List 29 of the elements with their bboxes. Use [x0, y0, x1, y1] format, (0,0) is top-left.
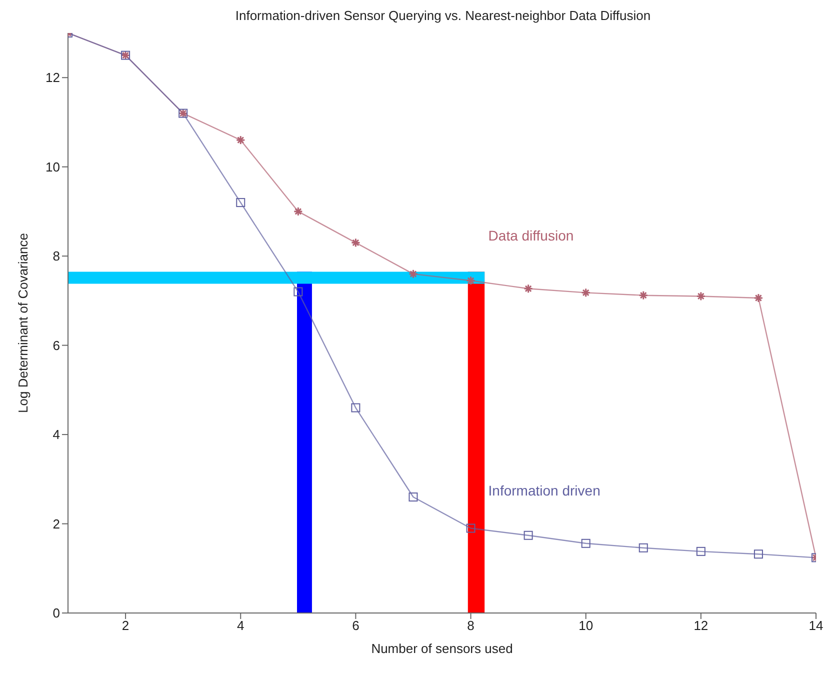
point — [696, 546, 706, 556]
x-tick-label: 10 — [578, 618, 594, 634]
x-tick-label: 2 — [122, 618, 130, 634]
y-axis-title: Log Determinant of Covariance — [16, 233, 31, 413]
x-tick-label: 12 — [694, 618, 708, 634]
point — [638, 543, 648, 552]
x-axis-title: Number of sensors used — [371, 641, 513, 656]
x-tick-label: 8 — [467, 618, 474, 634]
point — [754, 550, 763, 559]
point — [524, 530, 533, 540]
point — [408, 492, 418, 502]
y-tick-label: 8 — [52, 248, 60, 264]
y-tick-label: 10 — [46, 159, 60, 174]
y-tick-label: 6 — [52, 338, 60, 353]
y-tick-label: 12 — [46, 70, 60, 86]
point — [351, 403, 360, 412]
y-tick-label: 2 — [52, 516, 60, 532]
x-tick-label: 14 — [808, 618, 824, 634]
point — [236, 198, 246, 208]
y-tick-label: 0 — [52, 606, 60, 621]
text: Data diffusion — [488, 228, 574, 244]
point — [466, 524, 476, 533]
y-tick-label: 4 — [52, 427, 60, 442]
text: Information driven — [488, 482, 600, 498]
point — [294, 287, 303, 296]
x-tick-label: 4 — [237, 618, 244, 634]
chart-title: Information-driven Sensor Querying vs. Nearest-neighbor Data Diffusion — [234, 8, 652, 23]
point — [581, 538, 590, 548]
x-tick-label: 6 — [352, 618, 360, 634]
